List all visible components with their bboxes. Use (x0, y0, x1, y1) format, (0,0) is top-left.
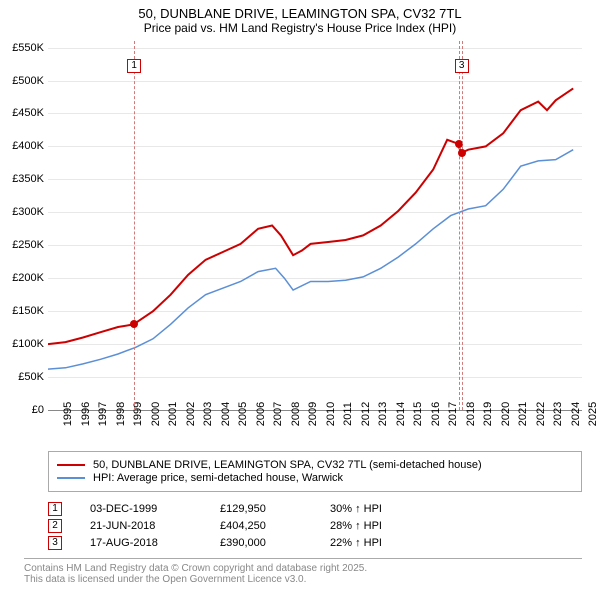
series-line-property (48, 88, 573, 344)
y-axis-tick-label: £250K (12, 239, 44, 251)
y-axis-tick-label: £300K (12, 206, 44, 218)
sales-row-delta: 28% ↑ HPI (330, 520, 382, 532)
y-axis-tick-label: £550K (12, 42, 44, 54)
sales-row-delta: 30% ↑ HPI (330, 503, 382, 515)
sales-row-marker: 1 (48, 502, 62, 516)
sales-row-marker: 3 (48, 536, 62, 550)
footer-line-1: Contains HM Land Registry data © Crown c… (24, 563, 582, 574)
chart-plot-area: £0£50K£100K£150K£200K£250K£300K£350K£400… (48, 41, 582, 411)
sales-row-marker: 2 (48, 519, 62, 533)
chart-svg (48, 41, 582, 410)
sales-table-row: 3 17-AUG-2018£390,00022% ↑ HPI (48, 536, 582, 550)
sale-marker-vline (459, 41, 460, 410)
y-axis-tick-label: £500K (12, 75, 44, 87)
legend-swatch (57, 464, 85, 466)
sales-row-date: 03-DEC-1999 (90, 503, 220, 515)
sales-row-price: £129,950 (220, 503, 330, 515)
legend-label: HPI: Average price, semi-detached house,… (93, 472, 343, 484)
title-line-2: Price paid vs. HM Land Registry's House … (10, 21, 590, 35)
sale-marker-vline (462, 41, 463, 410)
attribution-footer: Contains HM Land Registry data © Crown c… (24, 558, 582, 585)
sale-marker-label: 1 (127, 59, 141, 73)
y-axis-tick-label: £0 (32, 404, 44, 416)
legend-swatch (57, 477, 85, 479)
sales-row-price: £404,250 (220, 520, 330, 532)
title-line-1: 50, DUNBLANE DRIVE, LEAMINGTON SPA, CV32… (10, 6, 590, 21)
y-axis-tick-label: £100K (12, 338, 44, 350)
footer-line-2: This data is licensed under the Open Gov… (24, 574, 582, 585)
sale-marker-label: 3 (455, 59, 469, 73)
sales-row-delta: 22% ↑ HPI (330, 537, 382, 549)
series-line-hpi (48, 150, 573, 369)
legend-item: 50, DUNBLANE DRIVE, LEAMINGTON SPA, CV32… (57, 459, 573, 471)
sales-row-date: 17-AUG-2018 (90, 537, 220, 549)
sales-row-price: £390,000 (220, 537, 330, 549)
y-axis-tick-label: £50K (18, 371, 44, 383)
sale-marker-dot (130, 320, 138, 328)
chart-legend: 50, DUNBLANE DRIVE, LEAMINGTON SPA, CV32… (48, 451, 582, 492)
sale-marker-vline (134, 41, 135, 410)
sales-table: 1 03-DEC-1999£129,95030% ↑ HPI 2 21-JUN-201… (48, 502, 582, 550)
y-axis-tick-label: £150K (12, 305, 44, 317)
legend-item: HPI: Average price, semi-detached house,… (57, 472, 573, 484)
legend-label: 50, DUNBLANE DRIVE, LEAMINGTON SPA, CV32… (93, 459, 482, 471)
y-axis-tick-label: £350K (12, 173, 44, 185)
sales-table-row: 1 03-DEC-1999£129,95030% ↑ HPI (48, 502, 582, 516)
y-axis-tick-label: £200K (12, 272, 44, 284)
chart-title-block: 50, DUNBLANE DRIVE, LEAMINGTON SPA, CV32… (0, 0, 600, 37)
sales-table-row: 2 21-JUN-2018£404,25028% ↑ HPI (48, 519, 582, 533)
sale-marker-dot (458, 149, 466, 157)
y-axis-tick-label: £450K (12, 107, 44, 119)
y-axis-tick-label: £400K (12, 140, 44, 152)
sales-row-date: 21-JUN-2018 (90, 520, 220, 532)
